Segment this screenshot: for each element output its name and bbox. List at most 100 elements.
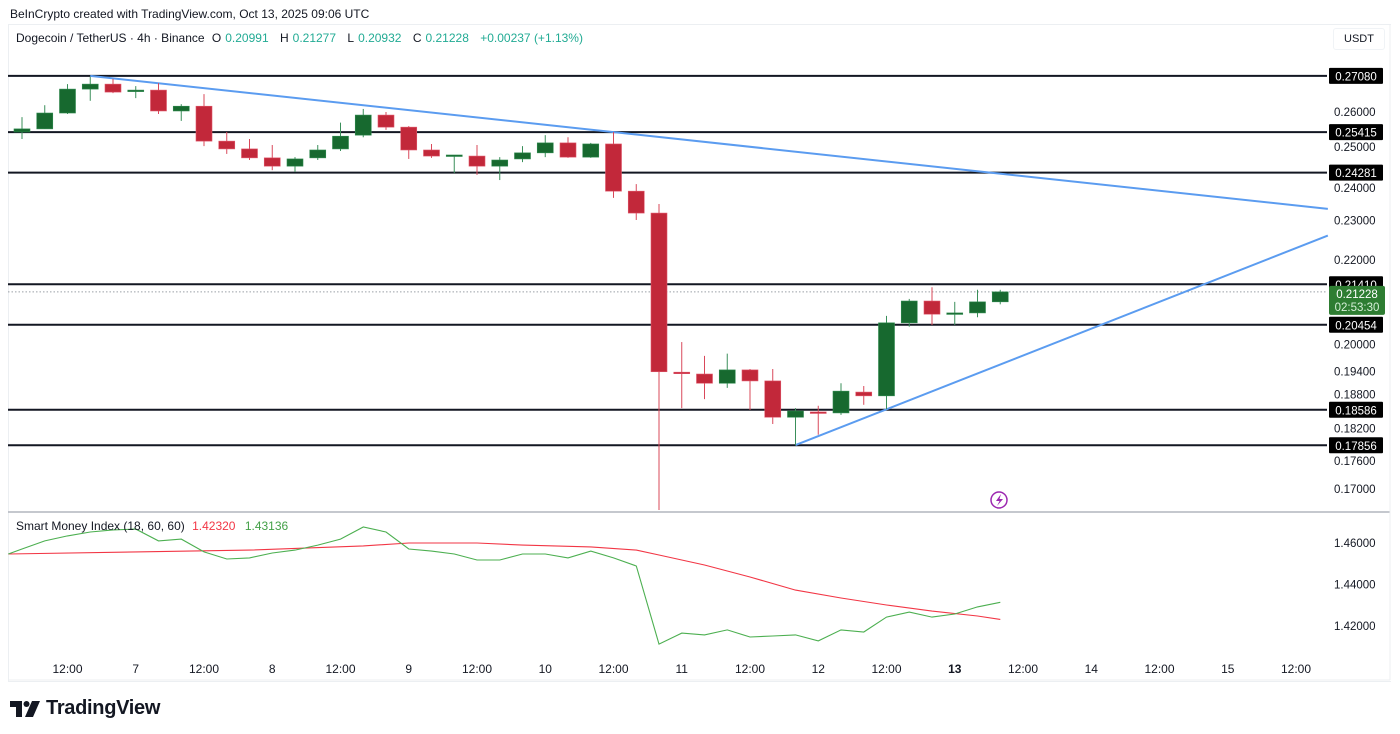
candle-body xyxy=(650,212,668,373)
time-tick-label: 12:00 xyxy=(598,662,628,676)
candle xyxy=(445,154,463,174)
candle xyxy=(309,145,327,161)
level-label-bg xyxy=(1329,124,1383,141)
candle-body xyxy=(195,105,213,142)
candle-body xyxy=(286,158,304,167)
candle xyxy=(286,157,304,172)
level-price-label: 0.24281 xyxy=(1329,164,1383,181)
smi-signal-line xyxy=(8,542,1001,620)
candle xyxy=(172,104,190,121)
candle-body xyxy=(218,140,236,150)
tradingview-logo[interactable]: TradingView xyxy=(10,697,160,720)
trendline xyxy=(795,234,1329,447)
low-value: L 0.20932 xyxy=(347,31,402,45)
level-label-text: 0.20454 xyxy=(1335,320,1377,332)
candle xyxy=(832,383,850,415)
candle xyxy=(354,108,372,138)
candle xyxy=(263,145,281,171)
lightning-icon xyxy=(996,494,1003,506)
candle-body xyxy=(878,322,895,397)
time-tick-label: 12:00 xyxy=(52,662,82,676)
candle-body xyxy=(582,143,600,158)
candle xyxy=(59,84,76,115)
candle-body xyxy=(127,89,145,92)
time-tick-label: 12:00 xyxy=(462,662,492,676)
smi-line xyxy=(8,526,1001,645)
candle xyxy=(241,139,258,161)
time-tick-label: 12:00 xyxy=(325,662,355,676)
price-tick-label: 0.19400 xyxy=(1334,367,1376,379)
candle xyxy=(127,86,145,99)
candle xyxy=(195,94,213,147)
time-tick-label: 13 xyxy=(948,662,962,676)
candle xyxy=(696,355,713,400)
candle-body xyxy=(718,369,736,384)
currency-button[interactable]: USDT xyxy=(1333,28,1385,50)
lightning-event-icon[interactable] xyxy=(990,491,1008,509)
tradingview-logo-text: TradingView xyxy=(46,697,161,719)
candle-body xyxy=(900,300,918,324)
candle-body xyxy=(13,128,31,133)
candle xyxy=(809,405,827,435)
time-tick-label: 12:00 xyxy=(1281,662,1311,676)
candle xyxy=(627,184,645,220)
candle xyxy=(969,289,986,318)
candle-body xyxy=(923,300,941,315)
smi-tick-label: 1.44000 xyxy=(1334,580,1376,592)
candle xyxy=(81,76,99,101)
price-tick-label: 0.25000 xyxy=(1334,142,1376,154)
level-label-text: 0.17856 xyxy=(1335,441,1377,453)
candle-body xyxy=(514,152,531,160)
candle xyxy=(855,386,873,405)
time-tick-label: 7 xyxy=(132,662,139,676)
candle xyxy=(741,368,759,411)
open-value: O 0.20991 xyxy=(211,31,269,45)
candle-body xyxy=(787,410,804,418)
candle-body xyxy=(764,380,782,418)
symbol-legend: Dogecoin / TetherUS · 4h · Binance O 0.20… xyxy=(16,31,587,45)
candle-body xyxy=(354,114,372,136)
price-tick-label: 0.24000 xyxy=(1334,183,1376,195)
candle xyxy=(878,315,895,410)
price-tick-label: 0.18200 xyxy=(1334,423,1376,435)
time-tick-label: 12:00 xyxy=(1008,662,1038,676)
candle-body xyxy=(559,142,577,158)
time-tick-label: 9 xyxy=(405,662,412,676)
symbol-title[interactable]: Dogecoin / TetherUS · 4h · Binance xyxy=(16,31,205,45)
candle-body xyxy=(59,88,76,114)
candle xyxy=(468,145,486,175)
candle-body xyxy=(832,390,850,414)
bar-countdown-text: 02:53:30 xyxy=(1335,302,1380,314)
smi-title[interactable]: Smart Money Index (18, 60, 60) xyxy=(16,519,185,533)
candle xyxy=(900,298,918,327)
candle-body xyxy=(81,83,99,90)
close-value: C 0.21228 xyxy=(412,31,469,45)
candle-body xyxy=(241,148,258,159)
candle-body xyxy=(263,157,281,167)
candle xyxy=(923,287,941,325)
level-label-text: 0.18586 xyxy=(1335,405,1377,417)
candle-body xyxy=(172,105,190,112)
smi-legend: Smart Money Index (18, 60, 60) 1.42320 1… xyxy=(16,519,288,533)
level-label-text: 0.25415 xyxy=(1335,128,1377,140)
level-label-bg xyxy=(1329,67,1383,84)
level-price-label: 0.25415 xyxy=(1329,124,1383,141)
time-tick-label: 12:00 xyxy=(735,662,765,676)
candle-body xyxy=(741,369,759,382)
time-tick-label: 14 xyxy=(1085,662,1099,676)
level-label-text: 0.27080 xyxy=(1335,71,1377,83)
price-tick-label: 0.26000 xyxy=(1334,107,1376,119)
candle-body xyxy=(36,112,54,130)
candle-body xyxy=(946,312,964,315)
candle xyxy=(332,122,349,152)
level-label-bg xyxy=(1329,401,1383,418)
candle xyxy=(991,289,1009,305)
level-price-label: 0.27080 xyxy=(1329,67,1383,84)
smi-signal-value: 1.42320 xyxy=(192,519,236,533)
candle-body xyxy=(423,149,440,157)
candle-body xyxy=(332,135,349,150)
candle xyxy=(764,368,782,424)
level-label-text: 0.24281 xyxy=(1335,168,1377,180)
time-tick-label: 11 xyxy=(676,662,689,676)
